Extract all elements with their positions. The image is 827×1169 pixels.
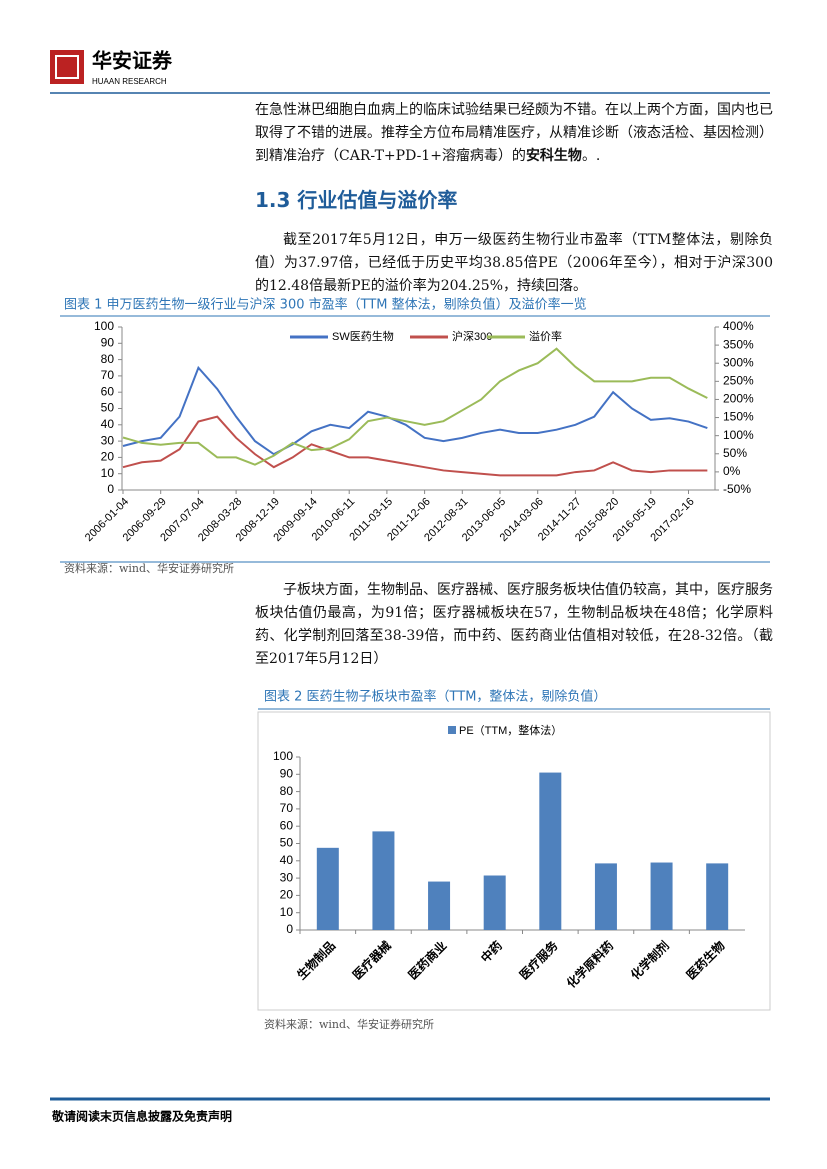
figure-caption: 图表 2 医药生物子板块市盈率（TTM，整体法，剔除负值） (264, 689, 606, 705)
line-series (122, 365, 708, 456)
legend-label: 溢价率 (529, 329, 562, 343)
y-tick-label: 20 (280, 888, 294, 902)
logo-sub: HUAAN RESEARCH (92, 77, 167, 86)
legend-label: 沪深300 (452, 329, 492, 343)
x-tick-label: 中药 (477, 938, 505, 966)
y2-tick-label: 0% (723, 464, 741, 478)
figure-source: 资料来源：wind、华安证券研究所 (264, 1017, 434, 1031)
bar (539, 772, 562, 930)
y-tick-label: 90 (280, 766, 294, 780)
y-tick-label: 40 (101, 417, 115, 431)
y-tick-label: 70 (280, 801, 294, 815)
y-tick-label: 60 (101, 384, 115, 398)
y-tick-label: 50 (280, 836, 294, 850)
bold-text: 安科生物 (525, 148, 582, 164)
y-tick-label: 30 (101, 433, 115, 447)
y-tick-label: 100 (94, 319, 114, 333)
bar (316, 847, 339, 930)
y-tick-label: 90 (101, 335, 115, 349)
y-tick-label: 100 (273, 749, 293, 763)
bar (372, 831, 395, 930)
y-tick-label: 0 (107, 482, 114, 496)
y2-tick-label: 50% (723, 446, 747, 460)
bar (594, 863, 617, 930)
y-tick-label: 50 (101, 401, 115, 415)
y-tick-label: 80 (101, 352, 115, 366)
figure-source: 资料来源：wind、华安证券研究所 (64, 561, 234, 575)
bar (428, 881, 451, 930)
figure-caption: 图表 1 申万医药生物一级行业与沪深 300 市盈率（TTM 整体法，剔除负值）… (64, 297, 587, 313)
y2-tick-label: -50% (723, 482, 751, 496)
y-tick-label: 70 (101, 368, 115, 382)
y2-tick-label: 250% (723, 374, 754, 388)
x-tick-label: 医疗服务 (516, 937, 561, 982)
y-tick-label: 80 (280, 784, 294, 798)
paragraph: 在急性淋巴细胞白血病上的临床试验结果已经颇为不错。在以上两个方面，国内也已取得了… (255, 99, 773, 168)
y2-tick-label: 350% (723, 337, 754, 351)
x-tick-label: 化学制剂 (627, 938, 672, 983)
paragraph: 截至2017年5月12日，申万一级医药生物行业市盈率（TTM整体法，剔除负值）为… (255, 232, 773, 294)
x-tick-label: 医疗器械 (349, 938, 394, 983)
y2-tick-label: 300% (723, 355, 754, 369)
bar (706, 863, 729, 930)
legend-label: PE（TTM，整体法） (459, 723, 562, 737)
x-tick-label: 生物制品 (294, 938, 339, 983)
text: 。. (581, 148, 601, 164)
y-tick-label: 10 (101, 466, 115, 480)
y2-tick-label: 100% (723, 428, 754, 442)
legend-swatch (448, 726, 456, 734)
bar (650, 862, 673, 930)
y-tick-label: 0 (286, 922, 293, 936)
paragraph: 子板块方面，生物制品、医疗器械、医疗服务板块估值仍较高，其中，医疗服务板块估值仍… (255, 582, 773, 667)
line-series (122, 347, 708, 466)
y-tick-label: 30 (280, 870, 294, 884)
text: 在急性淋巴细胞白血病上的临床试验结果已经颇为不错。在以上两个方面，国内也已取得了… (255, 102, 773, 164)
x-tick-label: 化学原料药 (563, 938, 616, 991)
section-title: 1.3 行业估值与溢价率 (255, 188, 458, 212)
y-tick-label: 10 (280, 905, 294, 919)
chart-frame (257, 711, 771, 1011)
x-tick-label: 医药商业 (405, 938, 450, 983)
legend-label: SW医药生物 (332, 329, 394, 343)
x-tick-label: 医药生物 (683, 938, 728, 983)
y-tick-label: 20 (101, 450, 115, 464)
bar (483, 875, 506, 930)
y-tick-label: 60 (280, 818, 294, 832)
y2-tick-label: 400% (723, 319, 754, 333)
logo-mark (55, 55, 79, 79)
y2-tick-label: 200% (723, 392, 754, 406)
logo-text: 华安证券 (92, 49, 173, 73)
footer: 敬请阅读末页信息披露及免责声明 (51, 1109, 232, 1124)
y-tick-label: 40 (280, 853, 294, 867)
line-series (122, 415, 708, 477)
y2-tick-label: 150% (723, 410, 754, 424)
